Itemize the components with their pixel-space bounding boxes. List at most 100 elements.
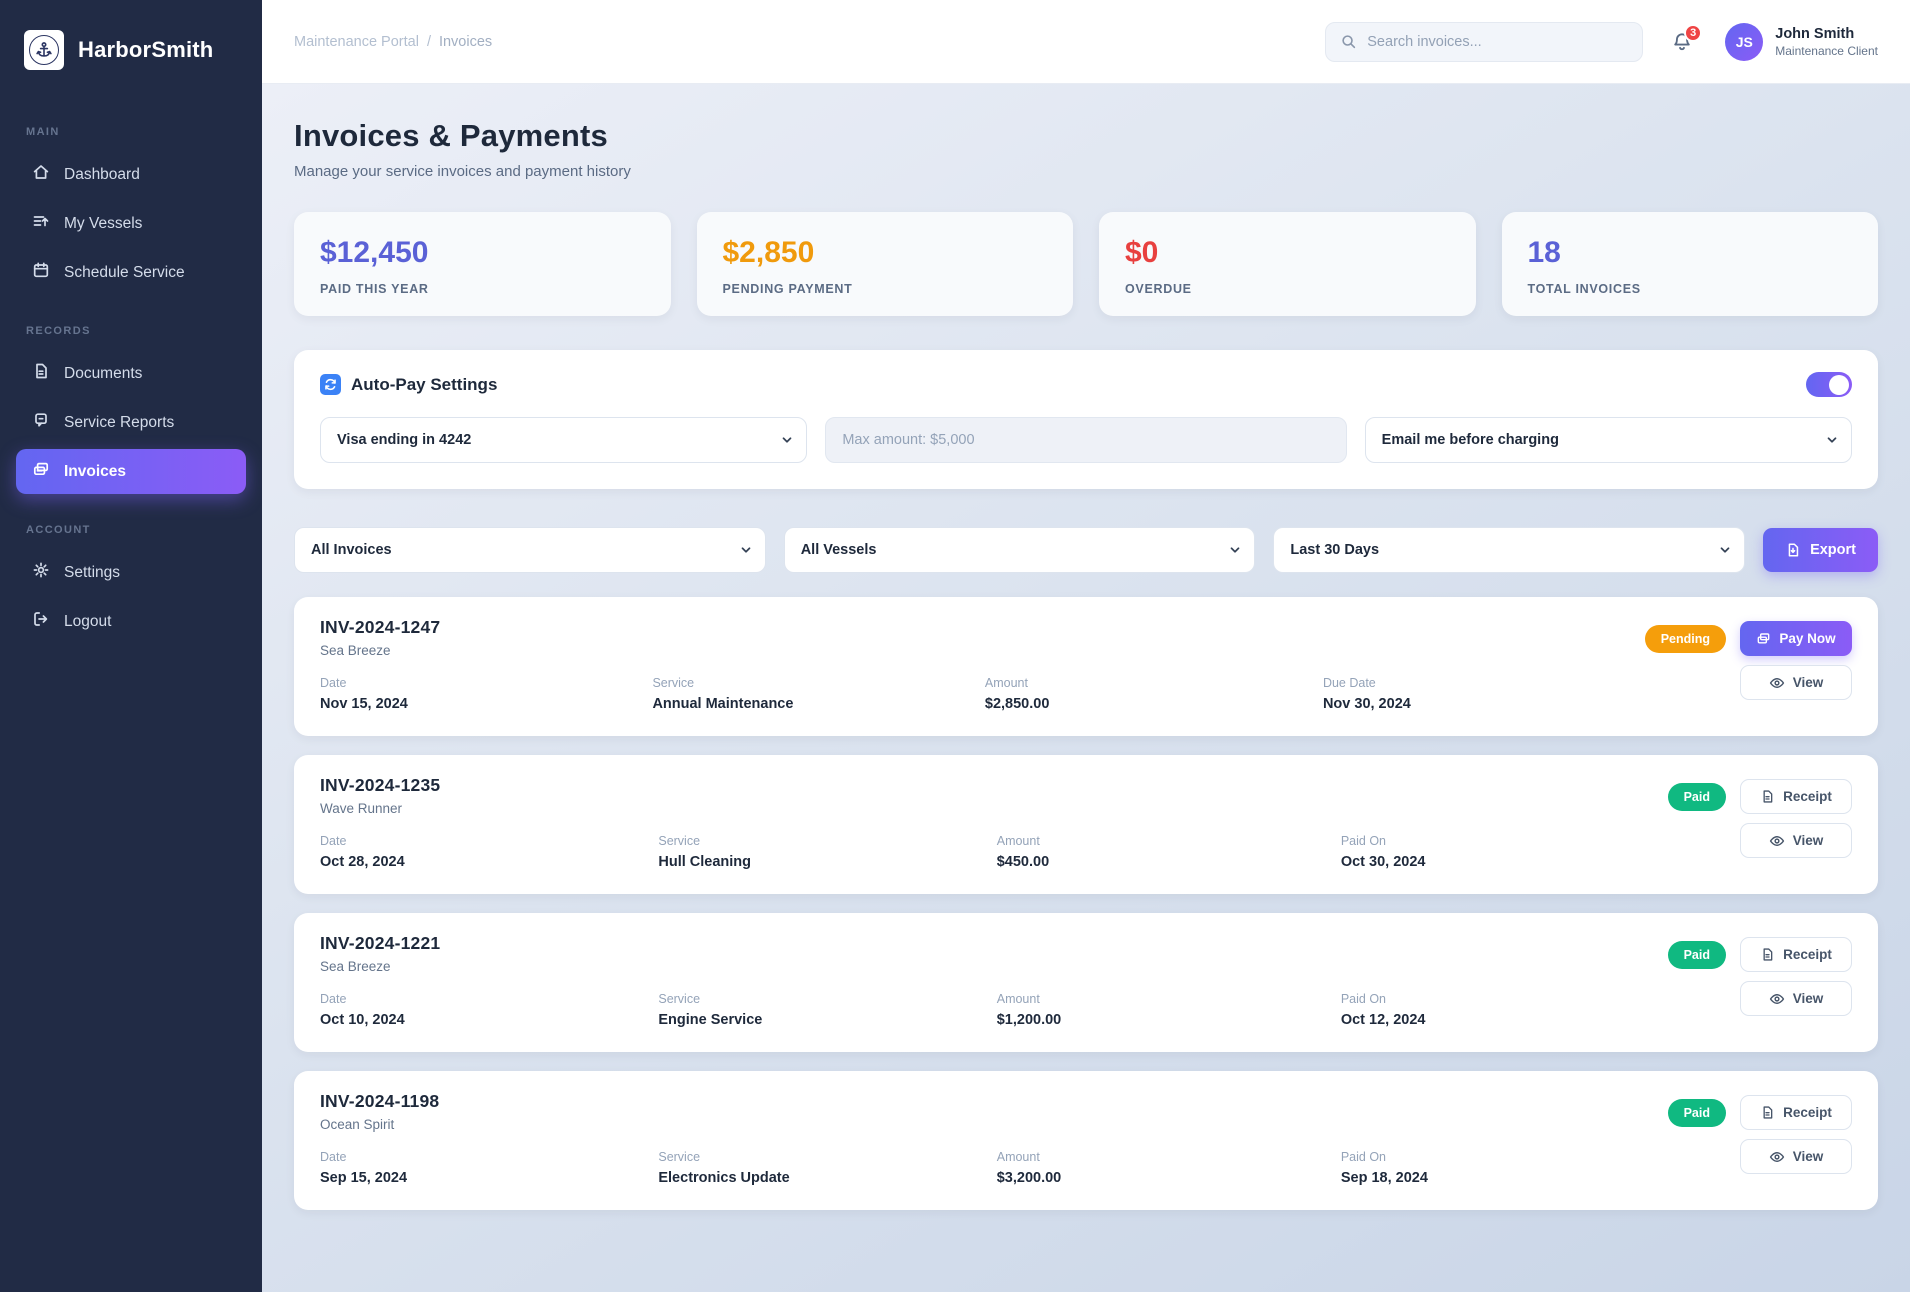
field-value: Nov 30, 2024 (1322, 696, 1411, 712)
field-value: Engine Service (658, 1012, 763, 1028)
stat-value: $0 (1125, 236, 1159, 269)
field-value: Nov 15, 2024 (320, 696, 408, 712)
stat-label: PENDING PAYMENT (722, 282, 853, 296)
stat-value: $12,450 (320, 236, 429, 269)
topbar: Maintenance Portal / Invoices 3 JS John … (262, 0, 1910, 84)
nav-section-label: RECORDS (26, 325, 91, 337)
view-label: View (1792, 833, 1824, 848)
sidebar-item-logout[interactable]: Logout (16, 599, 246, 644)
view-button[interactable]: View (1740, 1139, 1852, 1174)
payment-method-select-wrap: Visa ending in 4242 (320, 417, 808, 463)
sidebar-item-my-vessels[interactable]: My Vessels (16, 201, 246, 246)
max-amount-input[interactable] (825, 417, 1347, 463)
receipt-icon (1760, 789, 1775, 804)
view-button[interactable]: View (1740, 665, 1852, 700)
nav-section-main: MAIN Dashboard My Vessels Schedule Servi… (0, 116, 262, 299)
stat-label: OVERDUE (1125, 282, 1192, 296)
user-menu[interactable]: JS John Smith Maintenance Client (1725, 22, 1878, 61)
field-value: Sep 18, 2024 (1340, 1170, 1428, 1186)
sidebar-item-dashboard[interactable]: Dashboard (16, 152, 246, 197)
notify-select[interactable]: Email me before charging (1364, 417, 1852, 463)
invoice-id: INV-2024-1235 (320, 775, 441, 795)
view-button[interactable]: View (1740, 981, 1852, 1016)
field-value: Sep 15, 2024 (320, 1170, 408, 1186)
autopay-title: Auto-Pay Settings (351, 374, 498, 394)
receipt-button[interactable]: Receipt (1740, 779, 1852, 814)
field-label: Amount (984, 676, 1028, 690)
brand-name: HarborSmith (78, 37, 214, 62)
nav-section-label: ACCOUNT (26, 524, 91, 536)
anchor-icon (29, 35, 59, 65)
invoice-filter-select[interactable]: All Invoices (294, 527, 766, 573)
field-value: Oct 12, 2024 (1340, 1012, 1426, 1028)
field-label: Date (320, 834, 347, 848)
invoice-id: INV-2024-1247 (320, 617, 441, 637)
vessels-list-icon (32, 212, 50, 235)
sidebar-item-label: My Vessels (64, 214, 143, 232)
card-icon (1756, 631, 1771, 646)
invoice-card: INV-2024-1221 Sea Breeze Date Oct 10, 202… (294, 913, 1878, 1052)
autopay-settings-card: Auto-Pay Settings Visa ending in 4242 Em… (294, 350, 1878, 489)
eye-icon (1769, 1149, 1785, 1165)
stat-total-invoices: 18 TOTAL INVOICES (1501, 212, 1878, 316)
sidebar-item-documents[interactable]: Documents (16, 351, 246, 396)
field-label: Paid On (1340, 1150, 1386, 1164)
status-badge: Paid (1667, 1099, 1726, 1127)
receipt-icon (1760, 947, 1775, 962)
sidebar: HarborSmith MAIN Dashboard My Vessels Sc… (0, 0, 262, 1292)
field-label: Paid On (1340, 992, 1386, 1006)
receipt-button[interactable]: Receipt (1740, 937, 1852, 972)
field-label: Paid On (1340, 834, 1386, 848)
search-box (1325, 21, 1644, 62)
notify-select-wrap: Email me before charging (1364, 417, 1852, 463)
pay-now-button[interactable]: Pay Now (1740, 621, 1852, 656)
export-file-icon (1785, 542, 1801, 558)
invoice-card: INV-2024-1198 Ocean Spirit Date Sep 15, 2… (294, 1071, 1878, 1210)
field-value: $1,200.00 (996, 1012, 1062, 1028)
view-label: View (1792, 991, 1824, 1006)
search-input[interactable] (1367, 33, 1629, 50)
payment-method-select[interactable]: Visa ending in 4242 (320, 417, 808, 463)
view-button[interactable]: View (1740, 823, 1852, 858)
notifications-button[interactable]: 3 (1671, 23, 1703, 53)
sidebar-item-service-reports[interactable]: Service Reports (16, 400, 246, 445)
nav-section-account: ACCOUNT Settings Logout (0, 514, 262, 648)
field-label: Amount (996, 1150, 1040, 1164)
field-label: Amount (996, 834, 1040, 848)
vessel-filter-select[interactable]: All Vessels (783, 527, 1256, 573)
field-label: Service (658, 1150, 701, 1164)
status-badge: Paid (1667, 941, 1726, 969)
eye-icon (1769, 991, 1785, 1007)
autopay-toggle[interactable] (1806, 372, 1852, 397)
stat-label: PAID THIS YEAR (320, 282, 429, 296)
sidebar-item-settings[interactable]: Settings (16, 550, 246, 595)
field-label: Date (320, 992, 347, 1006)
export-button[interactable]: Export (1763, 528, 1878, 572)
date-filter-select[interactable]: Last 30 Days (1273, 527, 1746, 573)
sidebar-item-label: Service Reports (64, 413, 175, 431)
sidebar-item-invoices[interactable]: Invoices (16, 449, 246, 494)
invoice-vessel: Sea Breeze (320, 643, 391, 658)
invoice-id: INV-2024-1221 (320, 933, 441, 953)
main-area: Maintenance Portal / Invoices 3 JS John … (262, 0, 1910, 1292)
invoice-filter-wrap: All Invoices (294, 527, 766, 573)
sidebar-item-label: Documents (64, 364, 143, 382)
user-role: Maintenance Client (1775, 43, 1878, 58)
invoice-vessel: Sea Breeze (320, 959, 391, 974)
eye-icon (1769, 675, 1785, 691)
field-value: Oct 30, 2024 (1340, 854, 1426, 870)
field-label: Service (658, 834, 701, 848)
sidebar-item-schedule-service[interactable]: Schedule Service (16, 250, 246, 295)
nav-section-records: RECORDS Documents Service Reports Invoic… (0, 315, 262, 498)
breadcrumb-separator: / (426, 33, 431, 50)
home-icon (32, 163, 50, 186)
filters-row: All Invoices All Vessels Last 30 Days Ex… (294, 527, 1878, 573)
receipt-icon (1760, 1105, 1775, 1120)
stat-pending-payment: $2,850 PENDING PAYMENT (696, 212, 1073, 316)
field-value: $2,850.00 (984, 696, 1050, 712)
view-label: View (1792, 675, 1824, 690)
breadcrumb-parent[interactable]: Maintenance Portal (294, 33, 419, 50)
receipt-button[interactable]: Receipt (1740, 1095, 1852, 1130)
vessel-filter-wrap: All Vessels (783, 527, 1256, 573)
sidebar-item-label: Schedule Service (64, 263, 185, 281)
